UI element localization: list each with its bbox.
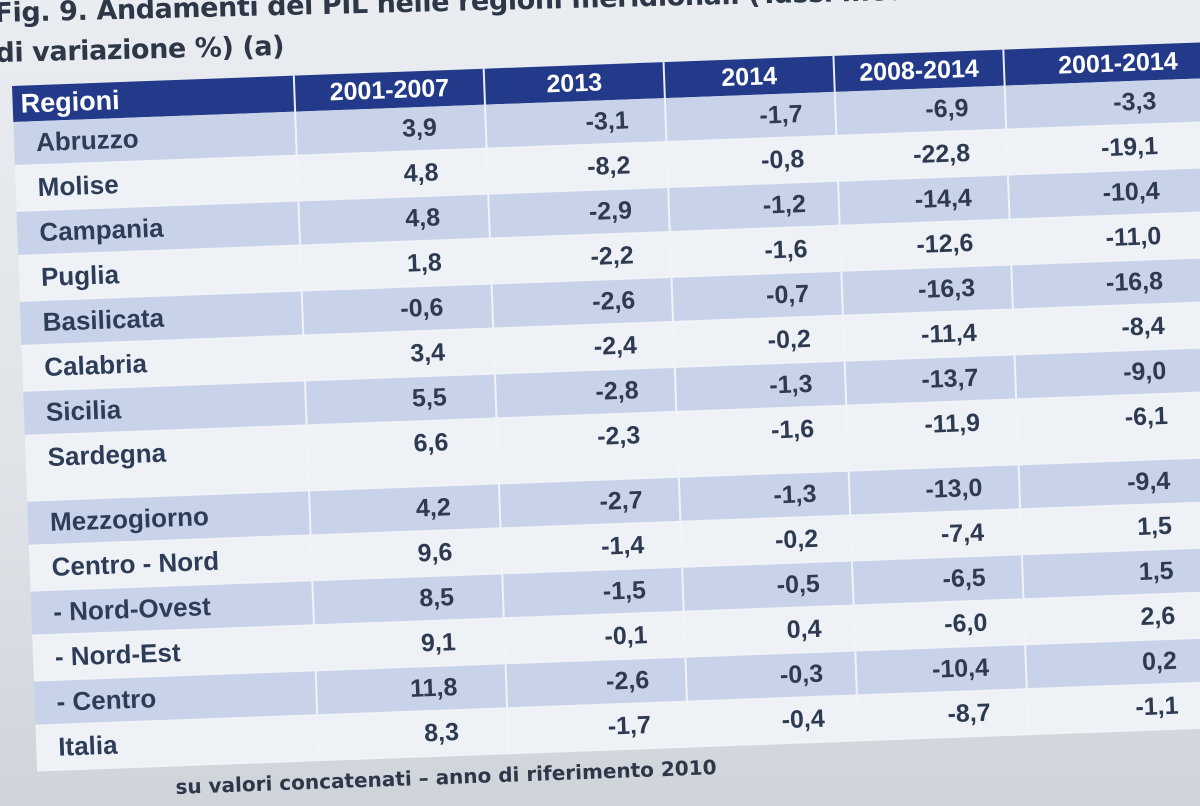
cell-value: -9,4 xyxy=(1018,456,1200,510)
cell-value: 1,5 xyxy=(1020,500,1200,555)
cell-value: -2,2 xyxy=(489,231,672,284)
cell-value: -8,2 xyxy=(486,142,669,194)
cell-value: -22,8 xyxy=(836,129,1008,181)
cell-value: -0,8 xyxy=(666,135,839,188)
cell-value: -0,3 xyxy=(685,650,857,702)
gdp-table: Regioni 2001-2007 2013 2014 2008-2014 20… xyxy=(12,41,1200,771)
cell-value: -6,0 xyxy=(853,599,1026,651)
cell-value: 9,1 xyxy=(313,618,506,671)
cell-value: -14,4 xyxy=(838,174,1010,226)
header-2008-2014: 2008-2014 xyxy=(833,49,1005,92)
cell-value: 3,9 xyxy=(295,104,487,156)
cell-value: -0,5 xyxy=(682,560,854,612)
cell-value: -2,3 xyxy=(496,411,679,464)
cell-value: -0,4 xyxy=(687,695,859,747)
cell-value: -11,4 xyxy=(842,309,1015,361)
cell-value: 8,3 xyxy=(317,708,509,761)
cell-value: -6,1 xyxy=(1016,391,1200,445)
cell-value: -1,7 xyxy=(664,91,837,143)
cell-value: -2,7 xyxy=(498,476,681,529)
cell-value: 0,4 xyxy=(683,605,856,657)
cell-value: 6,6 xyxy=(306,418,499,471)
cell-value: 4,2 xyxy=(309,483,501,536)
cell-value: -7,4 xyxy=(850,509,1022,561)
cell-value: -3,1 xyxy=(485,98,667,149)
cell-value: 3,4 xyxy=(303,328,495,381)
cell-value: -12,6 xyxy=(839,219,1012,271)
cell-value: -2,6 xyxy=(491,276,674,329)
cell-value: 9,6 xyxy=(310,528,503,581)
cell-value: -11,0 xyxy=(1009,211,1200,265)
cell-value: -3,3 xyxy=(1004,77,1200,130)
cell-value: -13,0 xyxy=(848,464,1021,516)
cell-value: -6,9 xyxy=(834,85,1007,136)
cell-value: -2,4 xyxy=(493,321,675,374)
gdp-table-wrapper: Regioni 2001-2007 2013 2014 2008-2014 20… xyxy=(12,41,1200,771)
cell-value: -1,6 xyxy=(676,405,848,457)
cell-value: -16,8 xyxy=(1011,256,1200,310)
cell-value: -8,7 xyxy=(856,689,1029,741)
cell-value: -1,4 xyxy=(500,521,683,574)
cell-value: -11,9 xyxy=(846,399,1018,451)
cell-value: 2,6 xyxy=(1023,590,1200,645)
cell-value: 4,8 xyxy=(296,148,489,201)
cell-value: 4,8 xyxy=(298,193,490,246)
cell-value: -13,7 xyxy=(844,354,1017,406)
cell-value: -1,2 xyxy=(668,180,840,232)
cell-value: -1,5 xyxy=(502,566,684,619)
header-2014: 2014 xyxy=(663,55,835,99)
cell-value: -10,4 xyxy=(1007,166,1200,220)
cell-value: -1,3 xyxy=(678,470,851,522)
cell-value: -1,7 xyxy=(507,701,689,754)
cell-value: -2,9 xyxy=(488,187,670,239)
cell-value: -6,5 xyxy=(851,554,1024,606)
cell-value: 1,8 xyxy=(300,238,492,291)
cell-value: -0,1 xyxy=(503,611,686,664)
cell-value: -0,6 xyxy=(301,283,494,336)
cell-value: -16,3 xyxy=(841,264,1013,316)
cell-value: -0,7 xyxy=(671,270,843,322)
cell-value: -1,1 xyxy=(1026,680,1200,735)
cell-value: 11,8 xyxy=(315,663,508,716)
cell-value: -2,6 xyxy=(505,656,688,709)
cell-value: 0,2 xyxy=(1025,635,1200,690)
cell-value: -0,2 xyxy=(673,315,845,367)
cell-value: -9,0 xyxy=(1014,346,1200,400)
cell-value: -19,1 xyxy=(1006,121,1200,175)
cell-value: -1,6 xyxy=(669,225,842,277)
cell-value: 5,5 xyxy=(304,373,497,426)
cell-value: -2,8 xyxy=(494,366,677,419)
cell-value: -1,3 xyxy=(674,360,847,412)
cell-value: -10,4 xyxy=(855,644,1027,696)
region-name: Italia xyxy=(35,715,319,771)
cell-value: 8,5 xyxy=(312,573,504,626)
cell-value: 1,5 xyxy=(1021,545,1200,600)
cell-value: -0,2 xyxy=(680,515,852,567)
cell-value: -8,4 xyxy=(1012,301,1200,355)
